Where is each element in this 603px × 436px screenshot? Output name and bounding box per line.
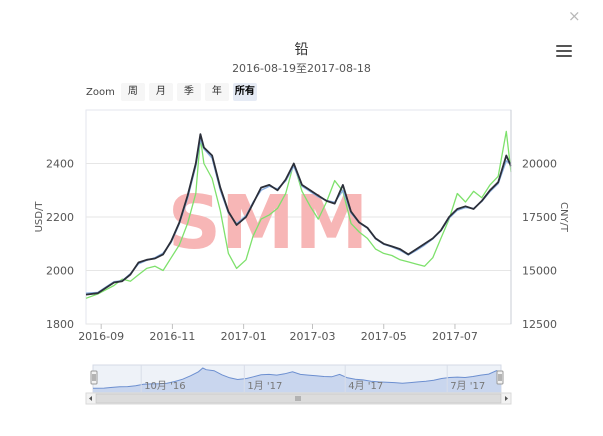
navigator-labels: 10月 '16 1月 '17 4月 '17 7月 '17 — [140, 365, 485, 392]
menu-bar-3 — [556, 55, 572, 57]
navigator-right-handle[interactable] — [496, 370, 504, 385]
right-axis-ticks: 12500 15000 17500 20000 — [522, 158, 557, 332]
smm-watermark: SMM — [168, 180, 369, 266]
navigator-line — [92, 367, 502, 389]
hamburger-menu-icon[interactable] — [556, 45, 572, 61]
navigator-label: 4月 '17 — [348, 380, 383, 392]
zoom-button-week[interactable]: 周 — [120, 83, 145, 101]
x-axis-tick-label: 2017-03 — [290, 330, 336, 343]
zoom-label: Zoom — [86, 86, 115, 98]
left-axis-ticks: 1800 2000 2200 2400 — [46, 158, 74, 332]
right-axis-tick-label: 20000 — [522, 158, 557, 171]
grid-lines — [86, 163, 511, 325]
navigator-left-handle-box[interactable] — [90, 370, 98, 385]
left-axis-tick-label: 2000 — [46, 265, 74, 278]
series-group — [85, 130, 512, 299]
left-axis-title: USD/T — [34, 201, 45, 233]
left-axis-tick-label: 2400 — [46, 158, 74, 171]
navigator-scrollbar[interactable] — [85, 392, 512, 405]
menu-bar-2 — [556, 50, 572, 52]
x-axis-tick-label: 2017-05 — [361, 330, 407, 343]
navigator-right-handle-box[interactable] — [496, 370, 504, 385]
x-axis-tick-label: 2017-01 — [221, 330, 267, 343]
left-axis-tick-label: 1800 — [46, 318, 74, 331]
navigator-label: 7月 '17 — [450, 380, 485, 392]
menu-bar-1 — [556, 45, 572, 47]
zoom-button-all[interactable]: 所有 — [232, 83, 257, 101]
scroll-left-arrow-icon[interactable] — [89, 396, 92, 401]
chart-title: 铅 — [294, 42, 309, 58]
chart-subtitle: 2016-08-19至2017-08-18 — [232, 62, 371, 75]
scroll-right-arrow-icon[interactable] — [505, 396, 508, 401]
x-axis-tick-label: 2017-07 — [432, 330, 478, 343]
navigator-left-handle[interactable] — [90, 370, 98, 385]
left-axis-tick-label: 2200 — [46, 211, 74, 224]
zoom-button-quarter[interactable]: 季 — [176, 83, 201, 101]
right-axis-tick-label: 12500 — [522, 318, 557, 331]
right-axis-tick-label: 17500 — [522, 211, 557, 224]
series-line-1 — [85, 133, 512, 296]
x-axis-ticks: 2016-09 2016-11 2017-01 2017-03 2017-05 2017-… — [78, 324, 478, 343]
zoom-button-month[interactable]: 月 — [148, 83, 173, 101]
close-button[interactable]: × — [568, 7, 581, 25]
right-axis-tick-label: 15000 — [522, 265, 557, 278]
navigator-label: 1月 '17 — [247, 380, 282, 392]
zoom-range-selector: Zoom 周 月 季 年 所有 — [86, 82, 261, 102]
x-axis-tick-label: 2016-11 — [149, 330, 195, 343]
navigator-label: 10月 '16 — [144, 380, 185, 392]
right-axis-title: CNY/T — [558, 202, 569, 233]
zoom-button-year[interactable]: 年 — [204, 83, 229, 101]
navigator[interactable]: 10月 '16 1月 '17 4月 '17 7月 '17 — [90, 364, 504, 393]
x-axis-tick-label: 2016-09 — [78, 330, 124, 343]
